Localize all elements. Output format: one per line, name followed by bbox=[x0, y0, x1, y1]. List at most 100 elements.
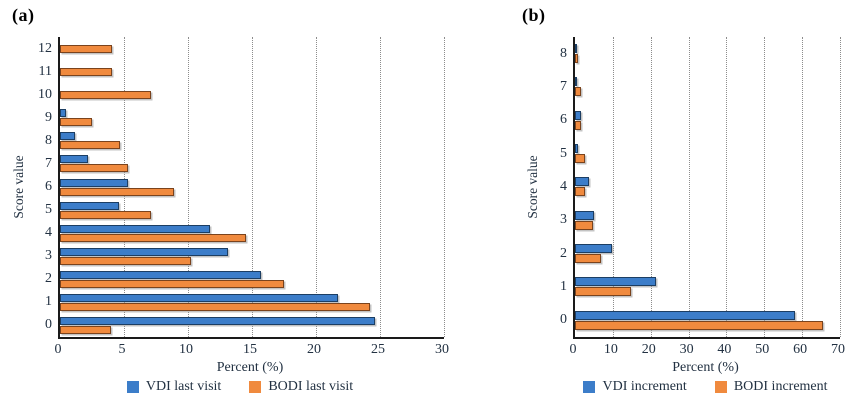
y-tick-label-12: 12 bbox=[38, 40, 52, 56]
category-band-10 bbox=[60, 83, 444, 106]
gridline-20 bbox=[650, 37, 652, 337]
bar-vdi-last-visit-score-4 bbox=[60, 224, 210, 233]
y-tick-label-3: 3 bbox=[560, 212, 567, 228]
category-band-2 bbox=[575, 237, 840, 270]
gridline-15 bbox=[252, 37, 253, 337]
panel-a-x-axis-title: Percent (%) bbox=[216, 360, 284, 375]
bar-vdi-increment-score-0 bbox=[575, 310, 795, 320]
category-band-2 bbox=[60, 268, 444, 291]
bar-vdi-last-visit-score-3 bbox=[60, 247, 228, 256]
gridline-5 bbox=[124, 37, 125, 337]
bar-vdi-increment-score-6 bbox=[575, 110, 582, 120]
x-tick-label-50: 50 bbox=[755, 342, 770, 357]
y-tick-label-4: 4 bbox=[560, 179, 567, 194]
gridline-10 bbox=[188, 37, 189, 337]
x-tick-label-15: 15 bbox=[243, 342, 257, 357]
bar-bodi-increment-score-4 bbox=[575, 187, 586, 197]
category-band-5 bbox=[575, 137, 840, 170]
legend-swatch-bodi-increment bbox=[714, 381, 727, 393]
y-tick-label-1: 1 bbox=[45, 294, 52, 310]
category-band-3 bbox=[60, 245, 444, 268]
bar-vdi-last-visit-score-1 bbox=[60, 293, 338, 302]
category-band-0 bbox=[60, 314, 444, 337]
gridline-60 bbox=[802, 37, 804, 337]
gridline-20 bbox=[316, 37, 317, 337]
bar-vdi-last-visit-score-8 bbox=[60, 132, 76, 141]
panel-a-legend: VDI last visit BODI last visit bbox=[38, 379, 442, 395]
bar-vdi-last-visit-score-9 bbox=[60, 109, 67, 118]
panel-a-y-axis-ticks: 12 11 10 9 8 7 6 5 4 3 2 1 0 bbox=[0, 37, 52, 337]
category-band-7 bbox=[575, 70, 840, 103]
x-tick-label-20: 20 bbox=[641, 342, 656, 357]
y-tick-label-0: 0 bbox=[560, 312, 567, 328]
category-band-4 bbox=[60, 222, 444, 245]
y-tick-label-3: 3 bbox=[45, 248, 52, 264]
gridline-50 bbox=[764, 37, 766, 337]
y-tick-label-5: 5 bbox=[560, 145, 567, 161]
y-tick-label-8: 8 bbox=[45, 132, 52, 148]
y-tick-label-10: 10 bbox=[38, 86, 52, 102]
x-tick-label-10: 10 bbox=[603, 342, 618, 357]
legend-item-vdi-increment: VDI increment bbox=[583, 379, 687, 395]
y-tick-label-6: 6 bbox=[560, 112, 567, 128]
x-tick-label-30: 30 bbox=[435, 342, 449, 357]
bar-bodi-increment-score-2 bbox=[575, 254, 601, 264]
bar-bodi-increment-score-1 bbox=[575, 287, 632, 297]
panel-a: (a) Score value 12 11 10 9 8 7 6 5 4 3 2 1 0 0 5 10 15 2… bbox=[0, 5, 450, 395]
bar-bodi-last-visit-score-4 bbox=[60, 233, 246, 242]
x-tick-label-30: 30 bbox=[679, 342, 694, 357]
bar-bodi-last-visit-score-6 bbox=[60, 187, 174, 196]
x-tick-label-70: 70 bbox=[831, 342, 845, 357]
y-tick-label-7: 7 bbox=[560, 79, 567, 94]
category-band-5 bbox=[60, 199, 444, 222]
x-tick-label-25: 25 bbox=[371, 342, 385, 357]
x-tick-label-20: 20 bbox=[307, 342, 321, 357]
gridline-40 bbox=[726, 37, 728, 337]
bar-bodi-increment-score-7 bbox=[575, 87, 582, 97]
bar-bodi-last-visit-score-12 bbox=[60, 44, 113, 53]
bar-vdi-last-visit-score-2 bbox=[60, 270, 261, 279]
bar-bodi-increment-score-5 bbox=[575, 154, 585, 164]
bar-bodi-last-visit-score-7 bbox=[60, 164, 128, 173]
category-band-7 bbox=[60, 152, 444, 175]
x-tick-label-5: 5 bbox=[118, 342, 126, 357]
y-tick-label-5: 5 bbox=[45, 202, 52, 218]
category-band-4 bbox=[575, 170, 840, 203]
bar-vdi-last-visit-score-5 bbox=[60, 201, 119, 210]
y-tick-label-4: 4 bbox=[45, 225, 52, 241]
bar-bodi-increment-score-8 bbox=[575, 54, 579, 64]
bars-container bbox=[60, 37, 444, 337]
panel-b-x-axis-title: Percent (%) bbox=[672, 360, 739, 375]
bar-bodi-last-visit-score-11 bbox=[60, 67, 113, 76]
category-band-9 bbox=[60, 106, 444, 129]
y-tick-label-11: 11 bbox=[38, 63, 52, 79]
panel-a-label: (a) bbox=[12, 5, 35, 25]
legend-label-bodi-increment: BODI increment bbox=[733, 379, 828, 394]
panel-b-legend: VDI increment BODI increment bbox=[563, 379, 848, 395]
bar-vdi-increment-score-7 bbox=[575, 77, 577, 87]
category-band-1 bbox=[575, 270, 840, 303]
gridline-30 bbox=[688, 37, 690, 337]
y-tick-label-9: 9 bbox=[45, 109, 52, 125]
bar-bodi-last-visit-score-0 bbox=[60, 325, 112, 334]
bar-bodi-last-visit-score-9 bbox=[60, 118, 92, 127]
legend-label-vdi-increment: VDI increment bbox=[602, 379, 687, 394]
gridline-70 bbox=[840, 37, 841, 337]
y-tick-label-1: 1 bbox=[560, 279, 567, 294]
bar-bodi-increment-score-3 bbox=[575, 220, 594, 230]
bar-vdi-increment-score-4 bbox=[575, 177, 590, 187]
bar-vdi-increment-score-5 bbox=[575, 144, 578, 154]
bar-bodi-last-visit-score-3 bbox=[60, 256, 191, 265]
category-band-8 bbox=[60, 129, 444, 152]
legend-item-bodi-increment: BODI increment bbox=[714, 379, 828, 395]
x-tick-label-0: 0 bbox=[54, 342, 62, 357]
legend-swatch-vdi-increment bbox=[583, 381, 596, 393]
bar-bodi-increment-score-0 bbox=[575, 320, 823, 330]
x-tick-label-10: 10 bbox=[179, 342, 193, 357]
panel-a-x-axis-ticks: 0 5 10 15 20 25 30 bbox=[54, 342, 450, 358]
y-tick-label-6: 6 bbox=[45, 179, 52, 194]
y-tick-label-2: 2 bbox=[560, 245, 567, 261]
panel-a-plot-area bbox=[58, 37, 445, 339]
bar-vdi-last-visit-score-0 bbox=[60, 316, 375, 325]
